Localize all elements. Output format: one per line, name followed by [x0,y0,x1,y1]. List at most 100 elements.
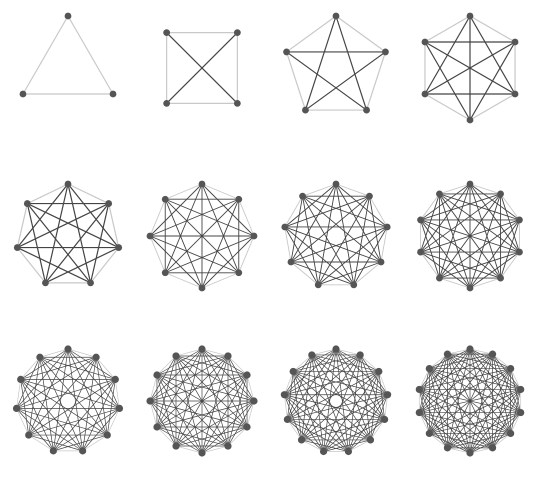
edge [40,349,68,357]
complete-graph-k14 [416,345,525,456]
graph-node [153,423,160,430]
graph-node [163,29,170,36]
graph-node [24,200,31,207]
edge [470,16,515,42]
edge [421,220,440,278]
edge [303,184,336,196]
graph-node [384,224,391,231]
graph-node [104,431,111,438]
complete-graph-k13 [281,345,391,455]
graph-node [467,285,474,292]
edge [336,16,385,52]
edge [305,16,336,110]
graph-node [444,444,451,451]
graph-node [14,244,21,251]
graph-node [333,13,340,20]
edge [470,278,501,288]
edge [45,248,118,283]
graph-node [512,91,519,98]
edge [439,278,470,288]
graph-node [350,281,357,288]
edge [419,389,510,433]
graph-node [507,365,514,372]
graph-node [345,448,352,455]
edge [287,52,306,110]
graph-node [466,345,473,352]
edge [439,184,470,194]
edge [291,262,318,285]
graph-node [516,249,523,256]
edge [367,52,386,110]
complete-graph-k6 [422,13,519,124]
graph-node [357,351,364,358]
graph-node [147,233,154,240]
graph-node [235,196,242,203]
graph-node [417,249,424,256]
edge [176,356,254,401]
graph-node [87,279,94,286]
graph-node [13,405,20,412]
graph-node [17,376,24,383]
graph-node [422,39,429,46]
graph-node [290,368,297,375]
complete-graph-k10 [417,181,523,292]
graph-node [375,368,382,375]
graph-node [384,391,391,398]
graph-node [281,224,288,231]
graph-node [224,442,231,449]
graph-node [36,354,43,361]
edge [68,349,96,357]
graph-node [162,196,169,203]
complete-graph-k4 [163,29,241,107]
graph-node [367,436,374,443]
graph-node [284,416,291,423]
graph-node [163,100,170,107]
graph-node [93,354,100,361]
graph-node [25,431,32,438]
graph-node [153,371,160,378]
graph-node [224,352,231,359]
graph-node [298,436,305,443]
graph-node [65,181,72,188]
edge [336,16,367,110]
graph-node [112,376,119,383]
edge [305,52,385,110]
edge [284,395,384,420]
graph-node [50,447,57,454]
complete-graph-k3 [20,13,117,98]
graph-node [489,444,496,451]
graph-node [416,409,423,416]
graph-node [467,117,474,124]
graph-node [172,352,179,359]
graph-node [320,448,327,455]
edge [421,194,440,252]
edge [425,42,470,120]
graph-node [497,191,504,198]
edge [425,94,470,120]
graph-node [64,345,71,352]
edge [501,252,520,278]
graph-node [243,423,250,430]
graph-node [302,107,309,114]
graph-node [378,259,385,266]
graph-node [333,181,340,188]
edge [287,16,336,52]
complete-graph-k12 [146,345,257,456]
graph-node [363,107,370,114]
edge [27,184,68,204]
edge [17,204,108,248]
graph-node [315,281,322,288]
complete-graph-k7 [14,181,122,287]
graph-node [199,181,206,188]
graph-node [250,397,257,404]
graph-node [283,49,290,56]
graph-node [199,285,206,292]
graph-node [116,405,123,412]
graph-node [198,345,205,352]
graph-node [507,430,514,437]
edge [470,94,515,120]
graph-node [105,200,112,207]
edge [23,16,68,94]
